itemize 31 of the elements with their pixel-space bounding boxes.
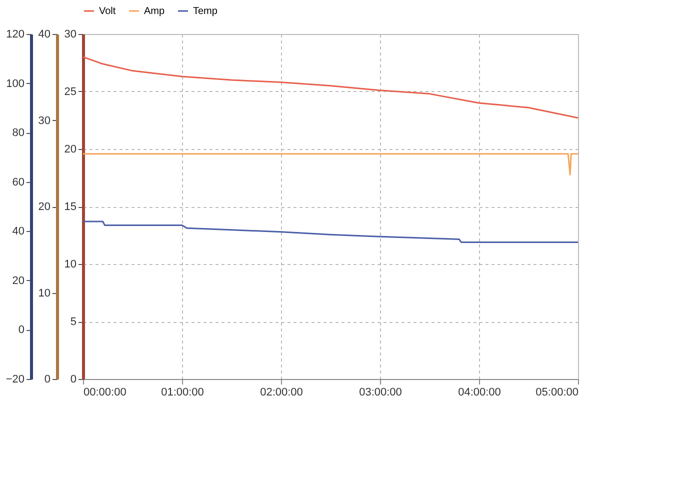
y-tick-label: 25 xyxy=(64,86,76,98)
y3-tick-label: 20 xyxy=(12,274,24,287)
x-tick-label: 05:00:00 xyxy=(536,386,578,398)
y3-tick-label: 40 xyxy=(12,226,24,238)
legend-label: Amp xyxy=(144,6,165,17)
y2-tick-label: 20 xyxy=(38,201,50,213)
y3-tick-label: 60 xyxy=(12,176,24,188)
x-tick-label: 03:00:00 xyxy=(359,386,402,398)
legend-label: Volt xyxy=(99,6,116,17)
line-series xyxy=(83,56,578,119)
y3-tick-label: 100 xyxy=(6,78,24,90)
y-tick-label: 10 xyxy=(64,258,76,270)
line-series xyxy=(83,220,578,243)
y-tick-label: 0 xyxy=(70,374,76,386)
x-tick-label: 01:00:00 xyxy=(161,386,204,398)
y-tick-label: 15 xyxy=(64,201,76,213)
x-tick-label: 02:00:00 xyxy=(260,386,303,398)
y2-tick-label: 40 xyxy=(38,28,50,40)
legend-label: Temp xyxy=(193,6,218,17)
y2-tick-label: 0 xyxy=(44,374,50,386)
y-tick-label: 30 xyxy=(64,28,76,40)
y3-tick-label: 120 xyxy=(6,28,24,40)
y3-tick-label: −20 xyxy=(6,374,24,386)
x-tick-label: 00:00:00 xyxy=(84,386,126,398)
y3-tick-label: 80 xyxy=(12,127,24,140)
y2-tick-label: 10 xyxy=(38,287,50,300)
x-tick-label: 04:00:00 xyxy=(458,386,501,398)
y-tick-label: 5 xyxy=(70,316,76,328)
y3-tick-label: 0 xyxy=(18,324,24,336)
y2-tick-label: 30 xyxy=(38,114,50,127)
y-tick-label: 20 xyxy=(64,144,76,156)
